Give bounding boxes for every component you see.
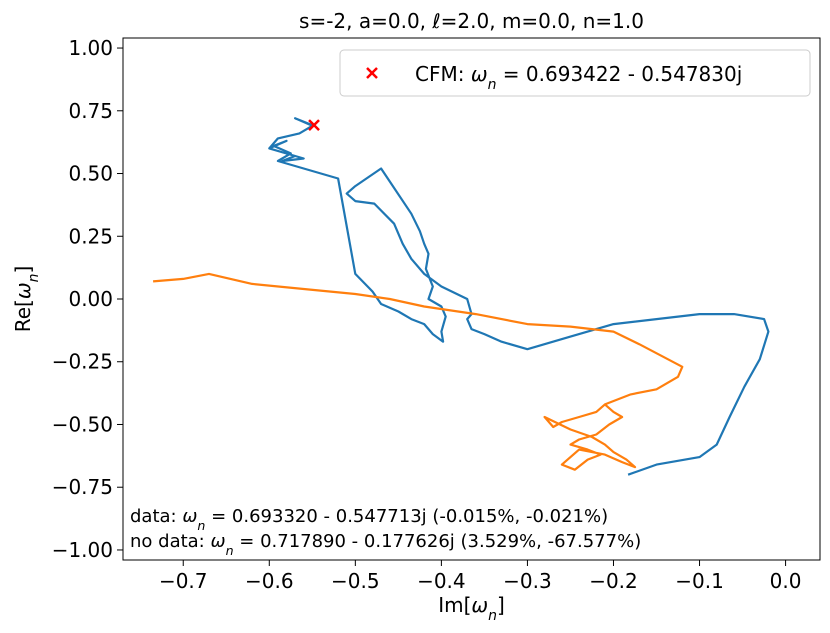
y-tick-label: 1.00 [68,36,113,60]
y-tick-label: 0.75 [68,99,113,123]
legend: CFM: ωn = 0.693422 - 0.547830j [339,49,811,97]
x-tick-label: −0.2 [589,569,638,593]
x-tick-label: −0.7 [159,569,208,593]
y-tick-label: 0.25 [68,224,113,248]
annotation-data: data: ωn = 0.693320 - 0.547713j (-0.015%… [130,506,608,533]
annotation-no-data: no data: ωn = 0.717890 - 0.177626j (3.52… [130,531,641,558]
x-axis-label: Im[ωn] [438,593,505,624]
x-tick-label: −0.1 [675,569,724,593]
x-tick-label: −0.4 [417,569,466,593]
annotations: data: ωn = 0.693320 - 0.547713j (-0.015%… [130,506,641,558]
cfm-marker [308,119,320,131]
series-line-1 [153,272,684,471]
series-line-0 [268,117,770,476]
x-tick-label: −0.6 [245,569,294,593]
legend-marker [366,67,378,79]
chart-title: s=-2, a=0.0, ℓ=2.0, m=0.0, n=1.0 [299,9,644,33]
x-tick-label: −0.5 [331,569,380,593]
plot-frame [122,37,821,561]
y-tick-label: −0.50 [52,412,113,436]
x-tick-label: 0.0 [770,569,802,593]
y-tick-label: 0.50 [68,162,113,186]
y-tick-label: −1.00 [52,538,113,562]
plot-area [153,117,770,476]
legend-label: CFM: ωn = 0.693422 - 0.547830j [415,62,742,93]
y-tick-label: −0.75 [52,475,113,499]
y-tick-label: −0.25 [52,350,113,374]
legend-box [339,49,811,97]
axes: −0.7 −0.6 −0.5 −0.4 −0.3 −0.2 −0.1 0.0 −1.00 −0.7… [52,36,821,593]
y-axis-label: Re[ωn] [11,266,42,333]
x-tick-label: −0.3 [503,569,552,593]
y-tick-label: 0.00 [68,287,113,311]
